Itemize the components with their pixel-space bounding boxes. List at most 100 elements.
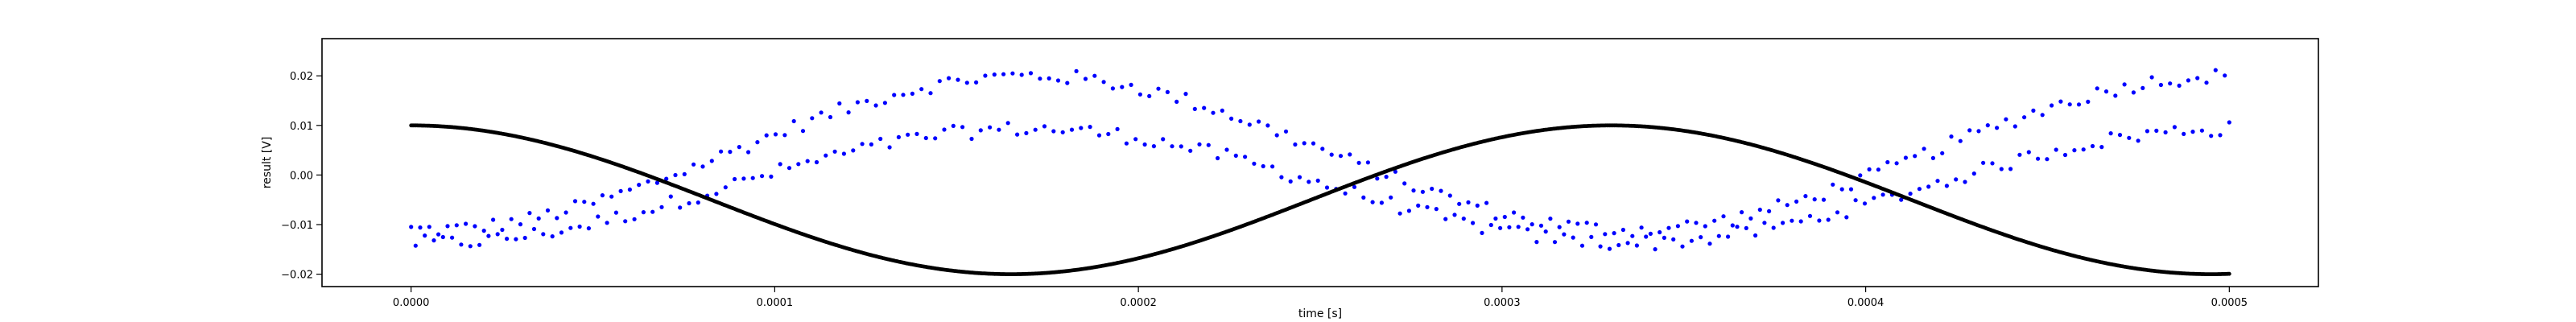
data-point-blue: [2072, 148, 2077, 153]
x-tick-label: 0.0001: [757, 297, 794, 309]
data-point-blue: [1930, 155, 1935, 160]
data-point-blue: [1589, 234, 1594, 239]
data-point-blue: [673, 172, 678, 178]
data-point-blue: [923, 135, 928, 141]
data-point-blue: [910, 91, 914, 96]
data-point-blue: [1124, 141, 1129, 146]
data-point-blue: [1963, 180, 1967, 184]
data-point-blue: [928, 91, 933, 96]
data-point-blue: [1521, 215, 1525, 220]
data-point-blue: [1566, 219, 1571, 224]
data-point-blue: [1680, 244, 1685, 249]
data-point-blue: [1133, 137, 1138, 142]
data-point-blue: [627, 187, 633, 192]
x-axis-label: time [s]: [1298, 308, 1342, 320]
data-point-blue: [1055, 78, 1061, 83]
data-point-blue: [933, 136, 938, 141]
data-point-blue: [1192, 106, 1197, 111]
data-point-blue: [2036, 156, 2041, 161]
x-tick-label: 0.0004: [1847, 297, 1885, 309]
series-black: [409, 123, 2231, 276]
data-point-blue: [1024, 130, 1029, 135]
data-point-blue: [1880, 192, 1885, 197]
data-point-blue: [1853, 198, 1858, 203]
data-point-blue: [1999, 167, 2004, 171]
data-point-blue: [654, 180, 660, 185]
data-point-blue: [454, 223, 459, 228]
data-point-blue: [760, 174, 765, 179]
data-point-blue: [741, 176, 746, 181]
data-point-blue: [733, 176, 737, 182]
data-point-blue: [2062, 152, 2068, 158]
data-point-blue: [1525, 227, 1530, 232]
data-point-blue: [1434, 207, 1439, 212]
data-point-blue: [1211, 110, 1216, 115]
data-point-blue: [1420, 189, 1425, 194]
data-point-blue: [1060, 130, 1065, 134]
data-point-blue: [514, 237, 518, 242]
data-point-blue: [2218, 133, 2223, 138]
data-point-blue: [1557, 225, 1562, 229]
data-point-blue: [541, 232, 546, 237]
data-point-blue: [696, 200, 700, 205]
data-point-blue: [1038, 76, 1042, 81]
data-point-blue: [1571, 235, 1575, 240]
data-point-blue: [1781, 221, 1785, 225]
data-point-blue: [1302, 141, 1307, 146]
data-point-blue: [1607, 246, 1612, 251]
data-point-blue: [518, 222, 523, 227]
data-point-blue: [969, 136, 974, 142]
data-point-blue: [1785, 203, 1790, 208]
data-point-blue: [427, 225, 431, 229]
data-point-blue: [650, 209, 655, 214]
data-point-blue: [2008, 167, 2013, 171]
data-point-blue: [682, 171, 687, 176]
data-point-blue: [2058, 99, 2063, 104]
data-point-blue: [1174, 99, 1179, 104]
data-point-blue: [1005, 121, 1010, 126]
data-point-blue: [1480, 230, 1484, 235]
data-point-blue: [1065, 80, 1070, 85]
data-point-blue: [1202, 105, 1207, 110]
data-point-blue: [1552, 240, 1558, 245]
data-point-blue: [837, 101, 842, 106]
data-point-blue: [882, 101, 887, 105]
data-point-blue: [1771, 225, 1776, 230]
data-point-blue: [1010, 71, 1015, 76]
data-point-blue: [1534, 240, 1539, 245]
data-point-blue: [1908, 192, 1913, 196]
data-point-blue: [618, 188, 623, 193]
data-point-blue: [1876, 167, 1880, 172]
data-point-blue: [1516, 225, 1521, 229]
data-point-blue: [550, 234, 555, 239]
data-point-blue: [719, 149, 724, 154]
data-point-blue: [1110, 86, 1115, 91]
data-point-blue: [2054, 147, 2058, 152]
series-blue: [409, 68, 2231, 252]
data-point-blue: [2117, 133, 2123, 138]
data-point-blue: [2227, 120, 2231, 125]
data-point-blue: [1216, 155, 1220, 161]
data-point-blue: [1848, 187, 1854, 192]
data-point-blue: [1416, 203, 1421, 208]
data-point-blue: [1274, 133, 1279, 138]
data-point-blue: [1343, 191, 1348, 196]
data-point-blue: [1990, 161, 1995, 166]
data-point-blue: [1365, 160, 1370, 165]
data-point-blue: [1653, 247, 1657, 252]
data-point-blue: [1675, 224, 1680, 229]
data-point-blue: [1466, 200, 1471, 204]
x-tick-label: 0.0003: [1484, 297, 1521, 309]
data-point-blue: [1976, 129, 1981, 134]
data-point-blue: [2163, 130, 2168, 134]
data-point-blue: [855, 100, 860, 105]
data-point-blue: [1247, 122, 1252, 127]
data-point-blue: [2103, 89, 2109, 94]
data-point-blue: [2017, 152, 2022, 157]
data-point-blue: [1831, 182, 1835, 187]
data-point-blue: [605, 221, 609, 225]
data-point-blue: [1092, 73, 1097, 78]
data-point-blue: [887, 145, 892, 150]
data-point-blue: [2013, 124, 2017, 129]
